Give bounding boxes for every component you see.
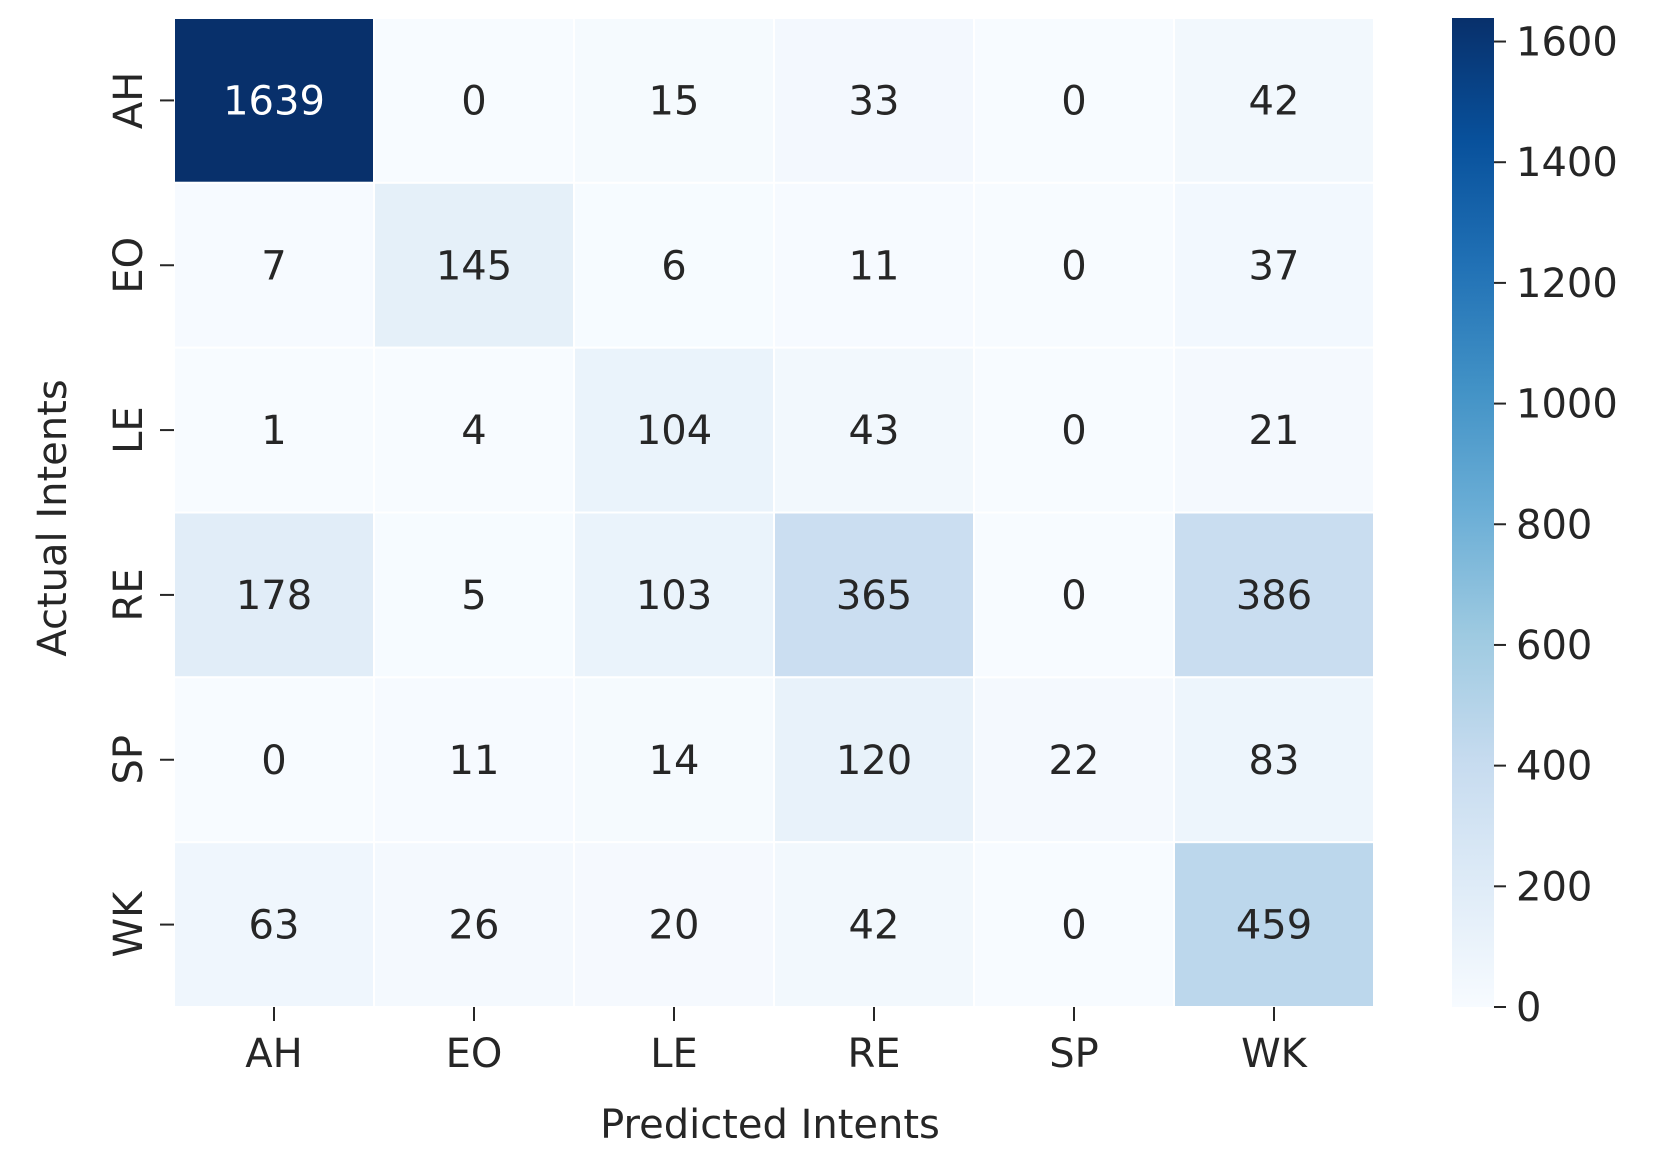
colorbar: 0 200 400 600 800 1000 1200 1400 1600	[1452, 18, 1618, 1031]
heatmap-cell-RE-WK	[1173, 511, 1375, 679]
heatmap-cell-RE-EO	[373, 511, 575, 679]
cell-value-RE-AH: 178	[236, 573, 312, 619]
colorbar-tick-label: 200	[1516, 864, 1592, 910]
colorbar-tick-label: 600	[1516, 623, 1592, 669]
y-axis-label: Actual Intents	[30, 379, 76, 656]
heatmap-cell-WK-SP	[973, 841, 1175, 1009]
cell-value-AH-RE: 33	[849, 78, 900, 124]
colorbar-tick-label: 800	[1516, 502, 1592, 548]
x-tick-label-AH: AH	[245, 1031, 302, 1077]
cell-value-LE-RE: 43	[849, 408, 900, 454]
colorbar-tick-label: 1400	[1516, 140, 1618, 186]
colorbar-tick-label: 1200	[1516, 261, 1618, 307]
cell-value-LE-EO: 4	[461, 408, 486, 454]
heatmap-cell-EO-RE	[773, 181, 975, 349]
heatmap-cell-EO-EO	[373, 181, 575, 349]
y-tick-label-RE: RE	[106, 568, 152, 621]
heatmap-cell-RE-AH	[173, 511, 375, 679]
cell-value-WK-EO: 26	[449, 903, 500, 949]
cell-value-RE-RE: 365	[836, 573, 912, 619]
heatmap-cells	[173, 17, 1375, 1009]
y-tick-label-WK: WK	[106, 890, 152, 958]
cell-value-EO-LE: 6	[661, 243, 686, 289]
y-tick-label-AH: AH	[106, 72, 152, 129]
colorbar-gradient	[1452, 18, 1494, 1007]
cell-value-LE-AH: 1	[261, 408, 286, 454]
heatmap-cell-WK-AH	[173, 841, 375, 1009]
heatmap-cell-AH-WK	[1173, 17, 1375, 184]
cell-value-AH-SP: 0	[1061, 78, 1086, 124]
colorbar-tick-label: 0	[1516, 985, 1541, 1031]
heatmap-cell-AH-AH	[173, 17, 375, 184]
y-tick-label-SP: SP	[106, 735, 152, 785]
y-tick-label-EO: EO	[106, 237, 152, 294]
cell-value-WK-AH: 63	[249, 903, 300, 949]
heatmap-cell-SP-WK	[1173, 676, 1375, 844]
cell-value-EO-AH: 7	[261, 243, 286, 289]
cell-value-SP-AH: 0	[261, 738, 286, 784]
x-axis: AH EO LE RE SP WK	[245, 1007, 1309, 1077]
heatmap-cell-AH-SP	[973, 17, 1175, 184]
heatmap-cell-LE-AH	[173, 346, 375, 514]
heatmap-cell-LE-SP	[973, 346, 1175, 514]
cell-value-LE-SP: 0	[1061, 408, 1086, 454]
heatmap-cell-RE-RE	[773, 511, 975, 679]
cell-value-AH-WK: 42	[1249, 78, 1300, 124]
cell-value-AH-AH: 1639	[223, 78, 325, 124]
cell-value-WK-WK: 459	[1236, 903, 1312, 949]
heatmap-cell-SP-LE	[573, 676, 775, 844]
heatmap-cell-LE-LE	[573, 346, 775, 514]
colorbar-tick-label: 1600	[1516, 20, 1618, 66]
heatmap-cell-RE-LE	[573, 511, 775, 679]
cell-value-SP-WK: 83	[1249, 738, 1300, 784]
cell-value-RE-LE: 103	[636, 573, 712, 619]
colorbar-tick-label: 400	[1516, 744, 1592, 790]
colorbar-tick-label: 1000	[1516, 382, 1618, 428]
heatmap-cell-SP-AH	[173, 676, 375, 844]
cell-value-RE-SP: 0	[1061, 573, 1086, 619]
heatmap-cell-AH-EO	[373, 17, 575, 184]
cell-value-SP-EO: 11	[449, 738, 500, 784]
heatmap-cell-AH-LE	[573, 17, 775, 184]
heatmap-cell-EO-WK	[1173, 181, 1375, 349]
y-tick-label-LE: LE	[106, 406, 152, 454]
heatmap-cell-SP-RE	[773, 676, 975, 844]
cell-value-EO-EO: 145	[436, 243, 512, 289]
cell-value-AH-LE: 15	[649, 78, 700, 124]
x-tick-label-EO: EO	[446, 1031, 503, 1077]
cell-value-LE-LE: 104	[636, 408, 712, 454]
x-tick-label-RE: RE	[847, 1031, 900, 1077]
cell-value-RE-EO: 5	[461, 573, 486, 619]
x-tick-label-SP: SP	[1049, 1031, 1099, 1077]
cell-value-WK-LE: 20	[649, 903, 700, 949]
heatmap-cell-RE-SP	[973, 511, 1175, 679]
heatmap-cell-LE-EO	[373, 346, 575, 514]
cell-value-AH-EO: 0	[461, 78, 486, 124]
heatmap-cell-LE-RE	[773, 346, 975, 514]
heatmap-cell-WK-WK	[1173, 841, 1375, 1009]
cell-value-LE-WK: 21	[1249, 408, 1300, 454]
heatmap-cell-SP-SP	[973, 676, 1175, 844]
x-tick-label-WK: WK	[1241, 1031, 1309, 1077]
cell-value-SP-RE: 120	[836, 738, 912, 784]
cell-value-SP-SP: 22	[1049, 738, 1100, 784]
heatmap-cell-AH-RE	[773, 17, 975, 184]
x-tick-label-LE: LE	[650, 1031, 698, 1077]
cell-value-EO-RE: 11	[849, 243, 900, 289]
cell-value-EO-SP: 0	[1061, 243, 1086, 289]
cell-value-WK-SP: 0	[1061, 903, 1086, 949]
cell-value-EO-WK: 37	[1249, 243, 1300, 289]
y-axis: AH EO LE RE SP WK	[106, 72, 174, 958]
x-axis-label: Predicted Intents	[600, 1102, 940, 1148]
cell-value-RE-WK: 386	[1236, 573, 1312, 619]
cell-value-WK-RE: 42	[849, 903, 900, 949]
heatmap-cell-LE-WK	[1173, 346, 1375, 514]
cell-value-SP-LE: 14	[649, 738, 700, 784]
